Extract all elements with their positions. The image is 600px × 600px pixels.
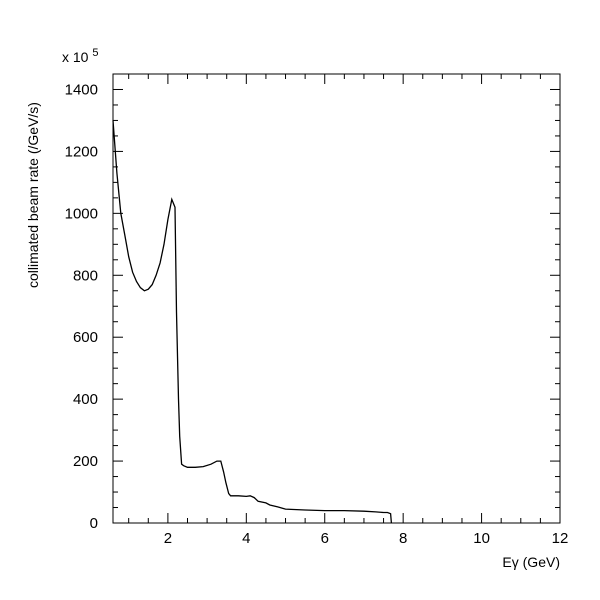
x-axis-title: Eγ (GeV): [502, 554, 560, 570]
x-tick-label: 8: [399, 530, 407, 547]
y-tick-label: 1000: [65, 205, 98, 222]
y-multiplier-base: x 10: [62, 49, 89, 65]
tick-labels: 2 4 6 8 10 12 0 200 400 600 800 1000 1200 1400: [65, 81, 569, 547]
x-tick-label: 12: [552, 530, 569, 547]
series-line: [112, 120, 393, 524]
x-tick-label: 6: [321, 530, 329, 547]
y-tick-label: 800: [73, 267, 98, 284]
y-tick-label: 400: [73, 391, 98, 408]
axis-ticks: [113, 74, 561, 524]
y-tick-label: 1200: [65, 143, 98, 160]
x-tick-label: 4: [242, 530, 250, 547]
plot-frame: [112, 73, 561, 524]
series-group: [112, 120, 393, 524]
plot-area-border: [112, 73, 561, 524]
y-tick-label: 200: [73, 453, 98, 470]
y-tick-label: 600: [73, 329, 98, 346]
y-tick-label: 0: [90, 515, 98, 532]
y-multiplier-exponent: 5: [92, 47, 98, 59]
x-tick-label: 10: [473, 530, 490, 547]
x-tick-label: 2: [164, 530, 172, 547]
y-tick-label: 1400: [65, 81, 98, 98]
y-axis-title: collimated beam rate (/GeV/s): [25, 102, 41, 288]
y-multiplier: x 10 5: [62, 47, 98, 65]
